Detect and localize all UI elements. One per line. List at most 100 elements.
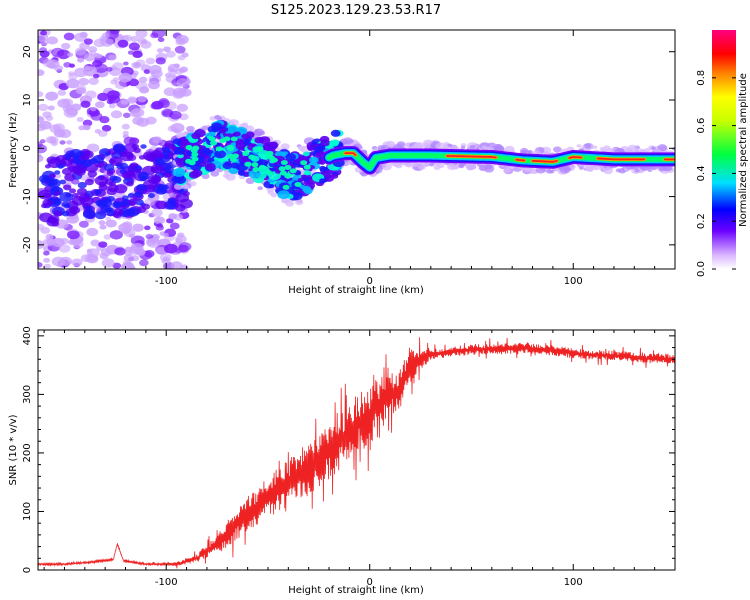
spectrogram-blob: [151, 208, 163, 217]
spectrogram-blob: [59, 192, 74, 202]
colorbar-tick-label: 0.4: [696, 165, 707, 181]
spectrogram-blob: [48, 136, 59, 144]
spectrogram-blob: [38, 154, 44, 163]
spectrogram-blob: [289, 168, 297, 174]
spectrogram-blob: [643, 147, 651, 153]
spectrogram-blob: [155, 200, 168, 210]
spectrogram-blob: [145, 233, 154, 240]
spectrogram-blob: [190, 148, 198, 154]
spectrogram-blob: [615, 168, 622, 173]
spectrogram-blob: [189, 181, 197, 187]
spectrogram-blob: [295, 199, 304, 206]
spectrogram-blob: [136, 183, 147, 192]
spectrogram-blob: [59, 140, 66, 145]
spectrogram-blob: [150, 164, 164, 174]
spectrogram-blob: [465, 163, 476, 171]
spectrogram-blob: [634, 168, 640, 173]
snr-xtick-label: 0: [367, 577, 373, 588]
spectrogram-blob: [99, 115, 110, 124]
spectrogram-blob: [72, 240, 84, 249]
spectrogram-blob: [157, 99, 170, 108]
spectrogram-blob: [82, 124, 91, 131]
spectrogram-blob: [38, 69, 45, 76]
spectrogram-blob: [110, 110, 123, 119]
spectrogram-blob: [80, 100, 91, 108]
spectrogram-blob: [382, 163, 392, 171]
spectrogram-blob: [145, 152, 158, 162]
spectrogram-blob: [148, 74, 162, 84]
spectrogram-blob: [59, 179, 67, 185]
spectrogram-blob: [130, 242, 144, 252]
spectrogram-blob: [101, 258, 115, 268]
spectrogram-blob: [155, 57, 166, 65]
spectrogram-blob: [294, 181, 302, 187]
snr-ytick-label: 0: [22, 567, 33, 573]
spectrogram-blob: [126, 207, 140, 217]
spectrogram-blob: [218, 128, 227, 134]
spectrogram-blob: [284, 164, 292, 170]
spectrogram-blob: [80, 148, 91, 157]
spectrogram-blob: [124, 265, 133, 269]
spectrogram-blob: [139, 259, 149, 267]
spectrogram-blob: [592, 145, 598, 149]
spectrogram-blob: [232, 153, 240, 159]
spectrogram-blob: [393, 144, 402, 150]
spectrogram-blob: [92, 60, 103, 68]
spectrogram-blob: [98, 184, 108, 192]
spectrogram-blob: [156, 183, 167, 192]
spectrogram-blob: [109, 230, 123, 240]
spectrogram-blob: [559, 165, 571, 174]
spectrogram-blob: [222, 162, 233, 170]
spectrogram-blob: [98, 130, 108, 137]
spectrogram-blob: [137, 171, 150, 181]
spectrogram-blob: [178, 244, 189, 253]
spectrogram-blob: [144, 184, 157, 193]
spectrogram-blob: [173, 63, 180, 68]
spectrogram-blob: [208, 136, 216, 142]
snr-xtick-label: 100: [564, 577, 583, 588]
spectrogram-blob: [114, 247, 126, 256]
spectrogram-blob: [504, 145, 515, 153]
spectrogram-blob: [309, 165, 316, 170]
spectrogram-blob: [138, 76, 148, 83]
spectrogram-blob: [319, 178, 327, 184]
spectrogram-blob: [53, 210, 63, 217]
snr-ticks: -100 0 100 0 100 200 300 400: [22, 326, 676, 588]
spectrogram-blob: [118, 72, 133, 83]
spectrogram-blob: [170, 261, 183, 269]
spectrogram-blob: [39, 120, 52, 130]
spectrogram-blob: [584, 143, 592, 149]
spectrogram-blob: [95, 199, 106, 207]
spectrogram-blob: [301, 174, 307, 179]
spectrogram-blob: [134, 191, 143, 198]
spectrogram-blob: [302, 185, 312, 193]
spectrogram-blob: [90, 106, 97, 112]
spectrogram-blob: [412, 162, 419, 167]
spectrogram-blob: [112, 143, 126, 153]
spectrogram-ridge-peak: [515, 158, 526, 162]
spectrogram-blob: [97, 92, 109, 102]
spectrogram-blob: [241, 133, 250, 140]
spectrogram-blob: [307, 145, 316, 151]
spectrogram-blob: [125, 151, 134, 158]
spectrogram-blob: [140, 40, 152, 49]
spectrogram-blob: [63, 61, 72, 68]
spectrogram-blob: [49, 173, 56, 179]
spectrogram-blob: [55, 219, 69, 229]
spectrogram-blob: [331, 173, 339, 179]
spectrogram-blob: [92, 73, 100, 79]
spectrogram-blob: [176, 78, 190, 88]
spectrogram-blob: [106, 99, 114, 105]
spectrogram-blob: [282, 184, 290, 190]
spectrogram-blob: [53, 190, 61, 196]
spectrogram-blob: [123, 112, 131, 119]
spectrogram-ridge-peak: [568, 156, 583, 159]
spectrogram-blob: [69, 148, 83, 159]
spectrogram-blob: [191, 151, 199, 157]
spectrogram-blob: [78, 77, 90, 86]
spectrogram-blob: [521, 149, 528, 154]
spectrogram-blob: [162, 232, 169, 238]
spectrogram-blob: [233, 131, 241, 137]
spectrogram-blob: [94, 211, 107, 220]
